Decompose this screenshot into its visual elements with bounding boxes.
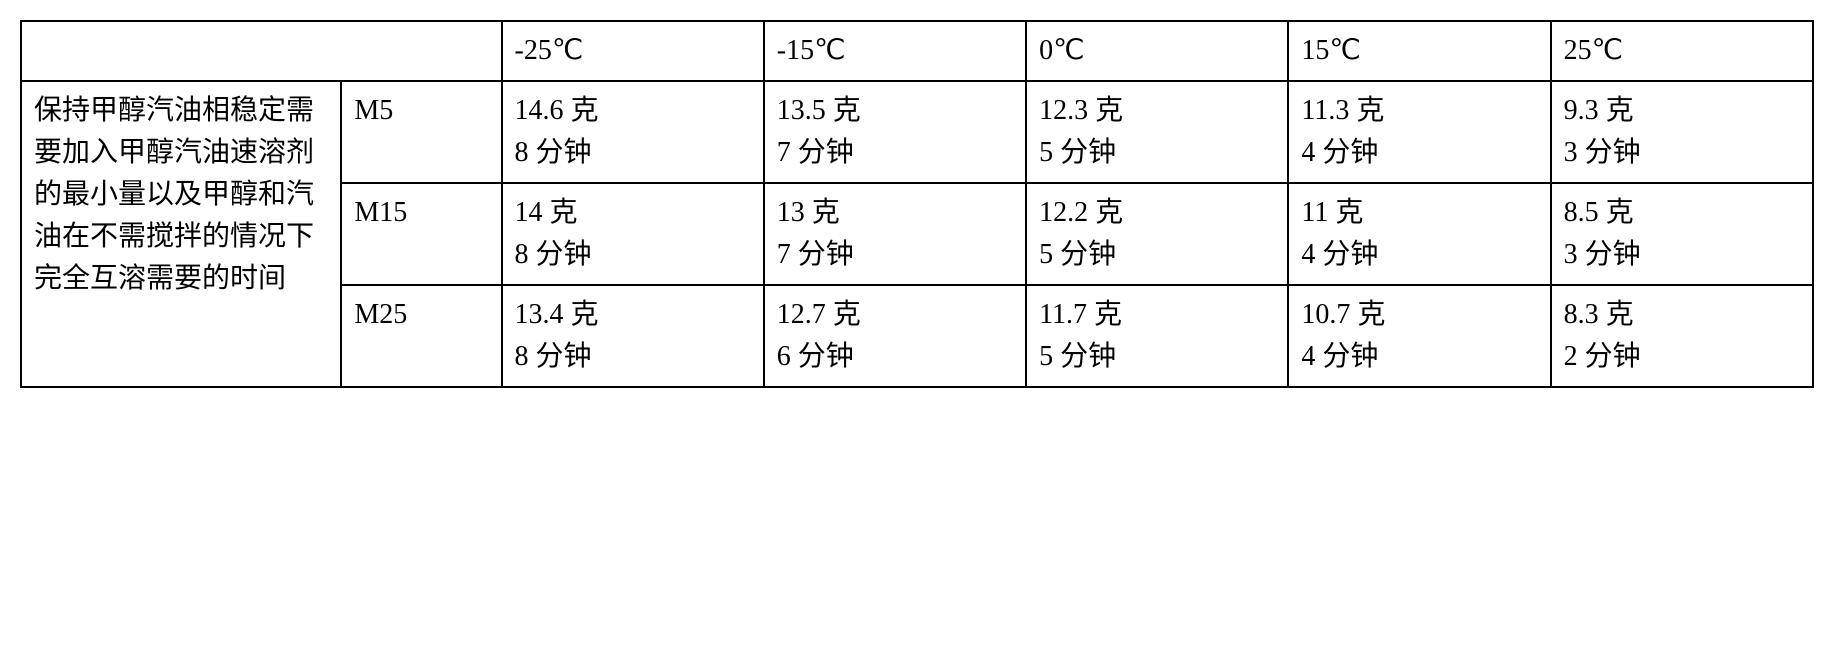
mass-value: 8.3 克: [1564, 294, 1800, 336]
temp-header: -15℃: [764, 21, 1026, 81]
time-value: 7 分钟: [777, 234, 1013, 276]
mass-value: 12.3 克: [1039, 90, 1275, 132]
mass-value: 8.5 克: [1564, 192, 1800, 234]
mass-value: 9.3 克: [1564, 90, 1800, 132]
time-value: 6 分钟: [777, 336, 1013, 378]
data-cell: 11.3 克 4 分钟: [1288, 81, 1550, 183]
data-cell: 11 克 4 分钟: [1288, 183, 1550, 285]
data-cell: 13.5 克 7 分钟: [764, 81, 1026, 183]
time-value: 3 分钟: [1564, 132, 1800, 174]
mass-value: 12.2 克: [1039, 192, 1275, 234]
header-row: -25℃ -15℃ 0℃ 15℃ 25℃: [21, 21, 1813, 81]
data-cell: 8.5 克 3 分钟: [1551, 183, 1813, 285]
mass-value: 10.7 克: [1301, 294, 1537, 336]
time-value: 3 分钟: [1564, 234, 1800, 276]
table-row: 保持甲醇汽油相稳定需要加入甲醇汽油速溶剂的最小量以及甲醇和汽油在不需搅拌的情况下…: [21, 81, 1813, 183]
mass-value: 11 克: [1301, 192, 1537, 234]
data-cell: 10.7 克 4 分钟: [1288, 285, 1550, 387]
data-cell: 12.3 克 5 分钟: [1026, 81, 1288, 183]
mass-value: 13.5 克: [777, 90, 1013, 132]
mass-value: 11.3 克: [1301, 90, 1537, 132]
mass-value: 14 克: [515, 192, 751, 234]
mass-value: 14.6 克: [515, 90, 751, 132]
time-value: 2 分钟: [1564, 336, 1800, 378]
data-cell: 12.7 克 6 分钟: [764, 285, 1026, 387]
description-cell: 保持甲醇汽油相稳定需要加入甲醇汽油速溶剂的最小量以及甲醇和汽油在不需搅拌的情况下…: [21, 81, 341, 387]
row-label: M25: [341, 285, 501, 387]
temp-header: 15℃: [1288, 21, 1550, 81]
row-label: M15: [341, 183, 501, 285]
data-cell: 13.4 克 8 分钟: [502, 285, 764, 387]
data-cell: 9.3 克 3 分钟: [1551, 81, 1813, 183]
time-value: 8 分钟: [515, 234, 751, 276]
mass-value: 13.4 克: [515, 294, 751, 336]
time-value: 5 分钟: [1039, 234, 1275, 276]
data-cell: 8.3 克 2 分钟: [1551, 285, 1813, 387]
temp-header: 0℃: [1026, 21, 1288, 81]
time-value: 7 分钟: [777, 132, 1013, 174]
mass-value: 11.7 克: [1039, 294, 1275, 336]
data-cell: 13 克 7 分钟: [764, 183, 1026, 285]
time-value: 5 分钟: [1039, 132, 1275, 174]
mass-value: 13 克: [777, 192, 1013, 234]
time-value: 4 分钟: [1301, 234, 1537, 276]
time-value: 4 分钟: [1301, 132, 1537, 174]
time-value: 4 分钟: [1301, 336, 1537, 378]
temp-header: -25℃: [502, 21, 764, 81]
header-empty: [21, 21, 502, 81]
mass-value: 12.7 克: [777, 294, 1013, 336]
time-value: 8 分钟: [515, 132, 751, 174]
data-cell: 12.2 克 5 分钟: [1026, 183, 1288, 285]
data-cell: 14.6 克 8 分钟: [502, 81, 764, 183]
row-label: M5: [341, 81, 501, 183]
data-table: -25℃ -15℃ 0℃ 15℃ 25℃ 保持甲醇汽油相稳定需要加入甲醇汽油速溶…: [20, 20, 1814, 388]
time-value: 8 分钟: [515, 336, 751, 378]
time-value: 5 分钟: [1039, 336, 1275, 378]
data-cell: 14 克 8 分钟: [502, 183, 764, 285]
data-cell: 11.7 克 5 分钟: [1026, 285, 1288, 387]
temp-header: 25℃: [1551, 21, 1813, 81]
